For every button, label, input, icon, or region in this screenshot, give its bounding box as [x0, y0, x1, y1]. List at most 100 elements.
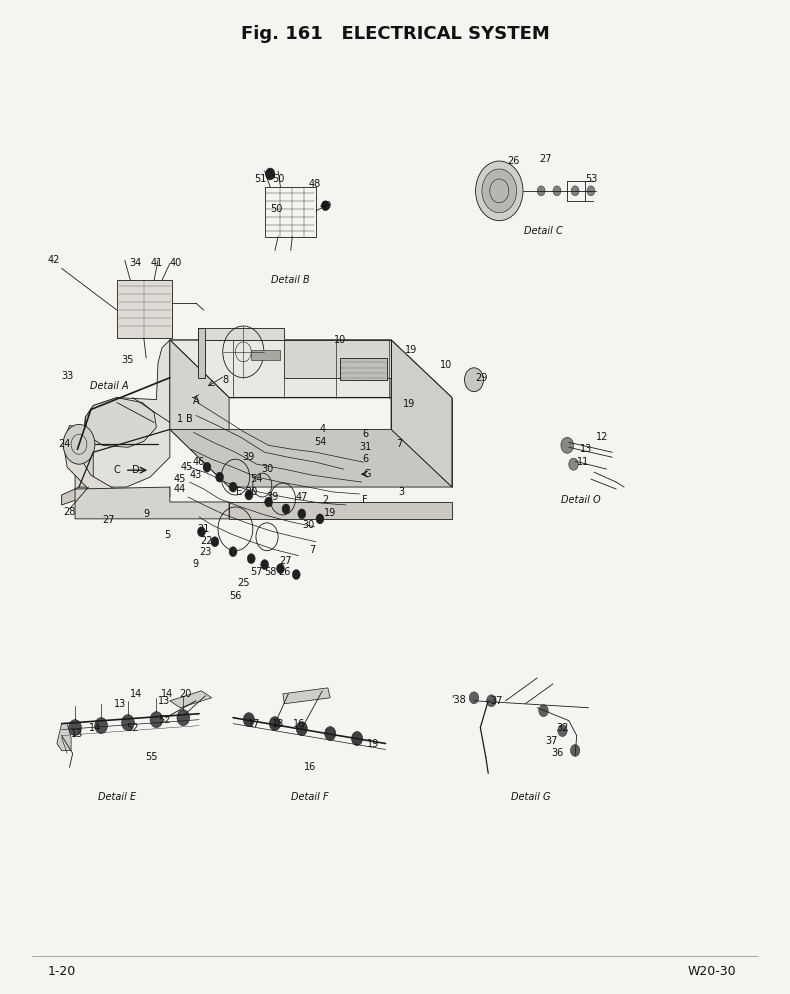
Polygon shape	[198, 328, 284, 340]
Text: Detail O: Detail O	[561, 495, 600, 505]
Circle shape	[229, 482, 237, 492]
Text: 10: 10	[440, 360, 453, 370]
Text: Detail G: Detail G	[511, 792, 551, 802]
Text: Detail C: Detail C	[524, 226, 563, 236]
Polygon shape	[229, 502, 452, 519]
Text: 50: 50	[272, 174, 284, 184]
Circle shape	[571, 186, 579, 196]
Text: 17: 17	[248, 719, 261, 729]
Text: 6: 6	[362, 429, 368, 439]
Text: 5: 5	[164, 530, 171, 540]
Text: 30: 30	[302, 520, 314, 530]
Text: Detail F: Detail F	[291, 792, 329, 802]
Text: 14: 14	[130, 689, 142, 699]
Text: 52: 52	[158, 715, 171, 725]
Text: 49: 49	[319, 201, 332, 211]
Polygon shape	[283, 688, 330, 704]
Text: 13: 13	[114, 699, 126, 709]
Text: B: B	[186, 414, 193, 424]
Polygon shape	[391, 340, 452, 487]
Circle shape	[203, 462, 211, 472]
Circle shape	[198, 527, 205, 537]
Circle shape	[587, 186, 595, 196]
Text: 19: 19	[404, 345, 417, 355]
Circle shape	[229, 547, 237, 557]
Text: D: D	[132, 465, 140, 475]
Text: 54: 54	[250, 474, 263, 484]
Text: 26: 26	[507, 156, 520, 166]
Text: 48: 48	[308, 179, 321, 189]
Text: 11: 11	[577, 457, 589, 467]
Circle shape	[261, 560, 269, 570]
Circle shape	[537, 186, 545, 196]
Circle shape	[325, 727, 336, 741]
Text: 36: 36	[551, 748, 564, 758]
Text: 28: 28	[63, 507, 76, 517]
Circle shape	[216, 472, 224, 482]
Circle shape	[465, 368, 483, 392]
Text: 12: 12	[596, 432, 608, 442]
Text: 10: 10	[333, 335, 346, 345]
Text: 26: 26	[278, 567, 291, 577]
Circle shape	[243, 713, 254, 727]
Text: 33: 33	[61, 371, 73, 381]
Text: 45: 45	[174, 474, 186, 484]
Circle shape	[269, 717, 280, 731]
Text: 7: 7	[309, 545, 315, 555]
Text: 31: 31	[359, 442, 371, 452]
Text: 29: 29	[476, 373, 488, 383]
Text: 51: 51	[254, 174, 267, 184]
Text: Detail B: Detail B	[271, 275, 310, 285]
Circle shape	[247, 554, 255, 564]
Circle shape	[570, 745, 580, 756]
Text: 13: 13	[158, 696, 171, 706]
Text: 22: 22	[201, 536, 213, 546]
Circle shape	[469, 692, 479, 704]
Text: 14: 14	[88, 723, 101, 733]
Text: 9: 9	[193, 559, 199, 569]
Circle shape	[553, 186, 561, 196]
Circle shape	[539, 705, 548, 717]
Text: 2: 2	[322, 495, 329, 505]
Circle shape	[292, 570, 300, 580]
Text: F: F	[362, 495, 368, 505]
Text: 20: 20	[179, 689, 192, 699]
Text: 32: 32	[556, 723, 569, 733]
Polygon shape	[62, 487, 117, 505]
Circle shape	[276, 564, 284, 574]
Text: 37: 37	[490, 696, 502, 706]
Text: 44: 44	[174, 484, 186, 494]
Text: 13: 13	[580, 444, 592, 454]
Text: 7: 7	[396, 439, 402, 449]
Text: 16: 16	[303, 762, 316, 772]
Text: 47: 47	[295, 492, 308, 502]
Circle shape	[245, 490, 253, 500]
Text: 40: 40	[169, 258, 182, 268]
Circle shape	[352, 732, 363, 746]
Text: '38: '38	[451, 695, 465, 705]
Text: 19: 19	[324, 508, 337, 518]
Text: 3: 3	[398, 487, 404, 497]
Polygon shape	[117, 280, 172, 338]
Text: Detail E: Detail E	[98, 792, 136, 802]
Circle shape	[561, 437, 574, 453]
Text: 6: 6	[362, 454, 368, 464]
Circle shape	[476, 161, 523, 221]
Circle shape	[95, 718, 107, 734]
Polygon shape	[63, 425, 170, 502]
Text: 25: 25	[237, 579, 250, 588]
Text: 8: 8	[222, 375, 228, 385]
Text: 57: 57	[250, 567, 263, 577]
Text: 16: 16	[292, 719, 305, 729]
Text: 30: 30	[261, 464, 273, 474]
Text: 19: 19	[367, 739, 379, 748]
Circle shape	[569, 458, 578, 470]
Text: 58: 58	[264, 567, 276, 577]
Text: 34: 34	[130, 258, 142, 268]
Text: 1-20: 1-20	[47, 964, 76, 978]
Text: 19: 19	[403, 399, 416, 409]
Circle shape	[558, 725, 567, 737]
Circle shape	[177, 710, 190, 726]
Polygon shape	[170, 429, 452, 487]
Text: 9: 9	[143, 509, 149, 519]
